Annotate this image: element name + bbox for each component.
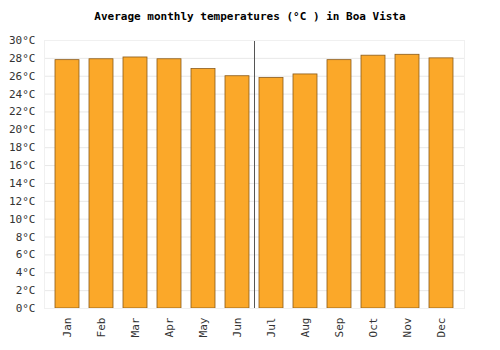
svg-text:Jun: Jun [231, 318, 244, 338]
svg-text:10°C: 10°C [9, 213, 36, 226]
svg-text:12°C: 12°C [9, 195, 36, 208]
svg-text:Jul: Jul [265, 318, 278, 338]
svg-text:Jan: Jan [61, 318, 74, 338]
svg-text:20°C: 20°C [9, 123, 36, 136]
svg-text:Nov: Nov [401, 317, 414, 337]
html-text:Average monthly temperatures (: Average monthly temperatures (°C ) in Bo… [94, 10, 406, 23]
svg-text:Apr: Apr [163, 317, 176, 337]
svg-text:18°C: 18°C [9, 141, 36, 154]
svg-text:Sep: Sep [333, 318, 346, 338]
svg-text:0°C: 0°C [16, 302, 36, 315]
svg-text:4°C: 4°C [16, 266, 36, 279]
svg-text:Dec: Dec [435, 318, 448, 338]
svg-text:22°C: 22°C [9, 105, 36, 118]
svg-text:Feb: Feb [95, 318, 108, 338]
svg-text:6°C: 6°C [16, 248, 36, 261]
svg-text:Aug: Aug [299, 318, 312, 338]
svg-text:24°C: 24°C [9, 88, 36, 101]
svg-text:26°C: 26°C [9, 70, 36, 83]
svg-text:Mar: Mar [129, 317, 142, 337]
svg-text:16°C: 16°C [9, 159, 36, 172]
svg-text:2°C: 2°C [16, 284, 36, 297]
svg-text:8°C: 8°C [16, 231, 36, 244]
svg-text:May: May [197, 317, 210, 337]
svg-text:30°C: 30°C [9, 34, 36, 47]
svg-text:14°C: 14°C [9, 177, 36, 190]
svg-text:28°C: 28°C [9, 52, 36, 65]
svg-text:Oct: Oct [367, 318, 380, 338]
